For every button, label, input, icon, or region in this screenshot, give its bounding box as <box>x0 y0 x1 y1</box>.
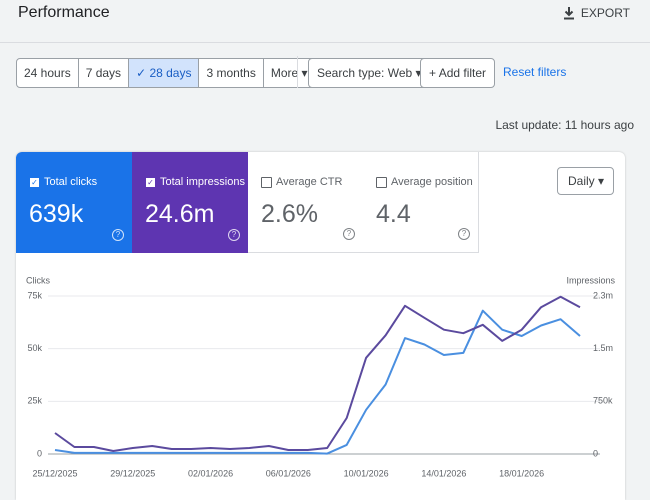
date-range-label: More <box>270 66 299 80</box>
y-tick-label: 25k <box>27 396 42 406</box>
metric-tile[interactable]: Average position 4.4 ? <box>363 152 479 253</box>
date-range-option[interactable]: 24 hours <box>17 59 79 87</box>
date-range-option[interactable]: More ▾ <box>270 66 308 80</box>
y2-tick-label: 1.5m <box>593 343 613 353</box>
metric-label: Total impressions <box>160 176 245 188</box>
x-tick-label: 29/12/2025 <box>110 468 155 478</box>
y-axis-label: Clicks <box>26 275 50 285</box>
y2-tick-label: 750k <box>593 396 613 406</box>
add-filter-button[interactable]: + Add filter <box>420 58 496 88</box>
y-tick-label: 50k <box>27 343 42 353</box>
divider <box>297 56 298 88</box>
export-button[interactable]: EXPORT <box>563 6 630 20</box>
date-range-label: 24 hours <box>24 66 71 80</box>
x-tick-label: 02/01/2026 <box>188 468 233 478</box>
page-title: Performance <box>18 4 110 21</box>
reset-filters[interactable]: Reset filters <box>503 65 567 79</box>
last-update: Last update: 11 hours ago <box>495 118 634 132</box>
metric-tile[interactable]: Average CTR 2.6% ? <box>248 152 364 253</box>
y-tick-label: 75k <box>27 290 42 300</box>
date-range-option[interactable]: 3 months <box>199 59 264 87</box>
series-line <box>54 295 581 452</box>
x-tick-label: 06/01/2026 <box>266 468 311 478</box>
y2-axis-label: Impressions <box>566 275 615 285</box>
date-range-option[interactable]: 7 days <box>79 59 130 87</box>
date-range-option[interactable]: ✓ 28 days <box>129 59 200 87</box>
metric-tile[interactable]: ✓ Total clicks 639k ? <box>16 152 132 253</box>
x-tick-label: 18/01/2026 <box>499 468 544 478</box>
granularity-dropdown[interactable]: Daily ▾ <box>557 167 614 195</box>
granularity-label: Daily <box>568 174 595 188</box>
add-filter-label: Add filter <box>438 66 487 80</box>
x-tick-label: 10/01/2026 <box>344 468 389 478</box>
metric-label: Average position <box>391 176 473 188</box>
metric-label: Total clicks <box>44 176 98 188</box>
metric-value: 24.6m <box>145 200 215 228</box>
x-tick-label: 14/01/2026 <box>421 468 466 478</box>
date-range-selector: 24 hours 7 days ✓ 28 days 3 months More ▾ <box>16 58 316 88</box>
x-tick-label: 25/12/2025 <box>32 468 77 478</box>
date-range-label: 7 days <box>85 66 122 80</box>
y-tick-label: 0 <box>37 448 42 458</box>
metric-label: Average CTR <box>276 176 343 188</box>
metric-tile[interactable]: ✓ Total impressions 24.6m ? <box>132 152 248 253</box>
metric-value: 4.4 <box>376 200 411 228</box>
y2-tick-label: 0 <box>593 448 598 458</box>
metric-value: 639k <box>29 200 84 228</box>
divider <box>0 42 650 43</box>
series-line <box>54 309 581 455</box>
search-type-button[interactable]: Search type: Web ▾ <box>308 58 431 88</box>
y2-tick-label: 2.3m <box>593 290 613 300</box>
export-label: EXPORT <box>580 6 630 20</box>
download-icon <box>563 7 574 20</box>
date-range-label: 3 months <box>206 66 256 80</box>
metric-value: 2.6% <box>261 200 318 228</box>
search-type-label: Search type: Web <box>317 66 413 80</box>
date-range-label: 28 days <box>149 66 192 80</box>
